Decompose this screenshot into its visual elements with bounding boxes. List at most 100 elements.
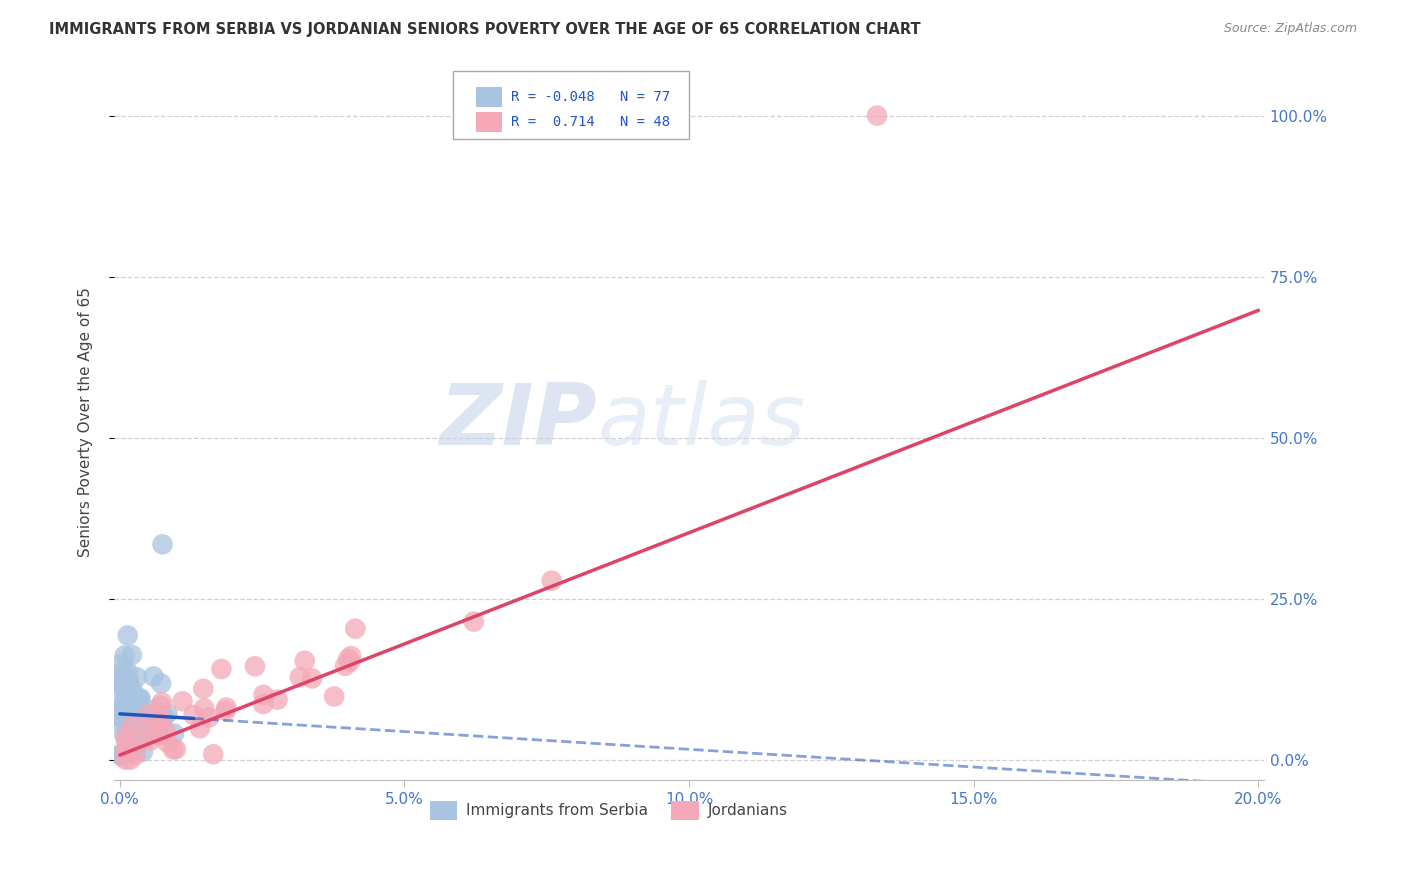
Point — [156, 706, 179, 721]
Point — [252, 688, 274, 702]
Point — [110, 748, 132, 763]
Point — [114, 693, 136, 707]
Point — [149, 729, 172, 743]
Point — [120, 683, 142, 698]
Point — [112, 687, 135, 701]
Point — [139, 733, 162, 747]
Point — [121, 683, 143, 698]
Point — [127, 708, 149, 723]
Point — [117, 705, 139, 719]
Point — [198, 710, 221, 724]
Point — [188, 721, 211, 735]
Point — [120, 699, 142, 714]
Point — [131, 704, 153, 718]
Point — [114, 648, 136, 663]
Point — [117, 628, 139, 642]
Point — [117, 711, 139, 725]
Point — [127, 716, 149, 731]
Point — [135, 712, 157, 726]
Point — [153, 709, 176, 723]
Point — [463, 615, 485, 629]
Point — [127, 734, 149, 748]
Legend: Immigrants from Serbia, Jordanians: Immigrants from Serbia, Jordanians — [423, 795, 794, 826]
Point — [136, 719, 159, 733]
Point — [115, 688, 138, 702]
Point — [252, 697, 274, 711]
Point — [128, 730, 150, 744]
Point — [323, 690, 346, 704]
Point — [152, 537, 174, 551]
Bar — [477, 87, 502, 107]
Point — [124, 715, 146, 730]
Point — [117, 704, 139, 718]
Point — [114, 746, 136, 760]
Point — [118, 712, 141, 726]
Point — [149, 698, 172, 713]
Point — [193, 681, 215, 696]
Point — [118, 673, 141, 687]
Point — [125, 737, 148, 751]
Point — [135, 731, 157, 745]
Point — [110, 747, 132, 762]
Point — [142, 703, 165, 717]
Text: ZIP: ZIP — [440, 380, 598, 463]
Point — [117, 706, 139, 720]
Y-axis label: Seniors Poverty Over the Age of 65: Seniors Poverty Over the Age of 65 — [79, 287, 93, 557]
Point — [540, 574, 562, 588]
Point — [115, 706, 138, 720]
Point — [135, 723, 157, 737]
Point — [143, 712, 166, 726]
Point — [165, 742, 187, 756]
Point — [115, 729, 138, 743]
Point — [115, 699, 138, 714]
Point — [866, 109, 889, 123]
Point — [117, 665, 139, 679]
Point — [202, 747, 225, 762]
Point — [110, 675, 132, 690]
Point — [156, 735, 179, 749]
Point — [149, 714, 172, 729]
Point — [288, 670, 311, 684]
Point — [112, 728, 135, 742]
Point — [120, 716, 142, 731]
Point — [337, 652, 360, 666]
Point — [129, 691, 152, 706]
Point — [121, 648, 143, 662]
Text: atlas: atlas — [598, 380, 806, 463]
Point — [122, 705, 145, 719]
Point — [183, 708, 205, 723]
Point — [266, 692, 288, 706]
Point — [115, 737, 138, 751]
Point — [340, 649, 363, 664]
Point — [146, 728, 169, 742]
Point — [339, 655, 361, 669]
Point — [127, 725, 149, 739]
FancyBboxPatch shape — [453, 71, 689, 139]
Point — [118, 698, 141, 712]
Point — [128, 696, 150, 710]
Point — [138, 707, 160, 722]
Point — [112, 708, 135, 723]
Point — [118, 712, 141, 726]
Point — [193, 701, 215, 715]
Point — [215, 700, 238, 714]
Point — [114, 672, 136, 686]
Point — [110, 747, 132, 762]
Point — [120, 753, 142, 767]
Point — [146, 709, 169, 723]
Point — [111, 710, 134, 724]
Point — [121, 716, 143, 731]
Point — [110, 657, 132, 672]
Point — [163, 726, 186, 740]
Point — [120, 698, 142, 713]
Point — [112, 711, 135, 725]
Point — [145, 712, 167, 726]
Point — [112, 665, 135, 679]
Point — [125, 670, 148, 684]
Point — [124, 741, 146, 756]
Point — [142, 669, 165, 683]
Point — [143, 714, 166, 728]
Point — [118, 698, 141, 712]
Point — [110, 716, 132, 731]
Point — [150, 695, 173, 709]
